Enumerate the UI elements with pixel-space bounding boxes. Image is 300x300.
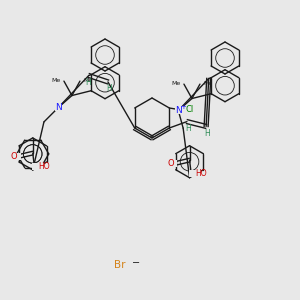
Text: Me: Me	[52, 78, 61, 82]
Text: HO: HO	[38, 162, 50, 171]
Bar	[179, 106, 191, 113]
Text: Me: Me	[203, 81, 212, 85]
Text: N: N	[175, 106, 182, 115]
Text: Cl: Cl	[185, 105, 194, 114]
Bar	[32, 164, 44, 170]
Text: +: +	[180, 103, 186, 109]
Text: −: −	[132, 258, 140, 268]
Text: Me: Me	[83, 78, 92, 82]
Text: H: H	[85, 78, 91, 87]
Bar	[14, 153, 21, 160]
Text: N: N	[55, 103, 62, 112]
Bar	[189, 170, 201, 177]
Text: Br: Br	[114, 260, 126, 270]
Text: H: H	[185, 124, 191, 133]
Text: H: H	[106, 84, 112, 93]
Text: O: O	[167, 159, 174, 168]
Text: HO: HO	[195, 169, 207, 178]
Bar	[175, 107, 182, 114]
Bar	[170, 160, 177, 167]
Text: H: H	[204, 129, 210, 138]
Text: Me: Me	[172, 81, 181, 85]
Text: O: O	[11, 152, 17, 161]
Bar	[55, 104, 62, 111]
